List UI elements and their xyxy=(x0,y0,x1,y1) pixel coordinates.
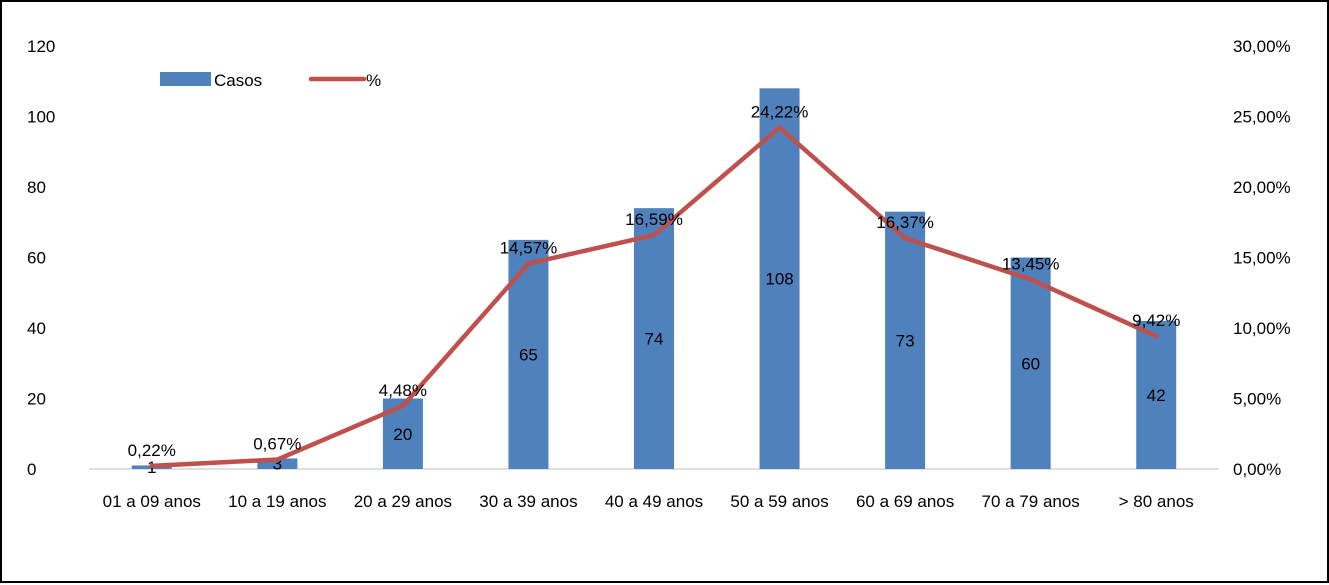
bar-value-label: 3 xyxy=(273,455,282,474)
y-left-tick-label: 60 xyxy=(27,249,46,268)
x-tick-label: 60 a 69 anos xyxy=(856,492,954,511)
y-right-tick-label: 25,00% xyxy=(1233,108,1291,127)
bar-value-label: 65 xyxy=(519,345,538,364)
legend-label-percent: % xyxy=(366,71,381,90)
line-value-label: 13,45% xyxy=(1002,254,1060,273)
y-right-tick-label: 10,00% xyxy=(1233,319,1291,338)
line-value-label: 0,22% xyxy=(128,441,176,460)
bar-value-label: 60 xyxy=(1021,354,1040,373)
bar xyxy=(1010,257,1051,469)
bar xyxy=(885,211,926,470)
y-left-tick-label: 120 xyxy=(27,37,55,56)
bar-value-label: 108 xyxy=(765,270,793,289)
legend-swatch-casos xyxy=(160,72,211,86)
line-point xyxy=(400,403,406,409)
line-point xyxy=(526,261,531,266)
y-right-tick-label: 30,00% xyxy=(1233,37,1291,56)
bar-value-label: 20 xyxy=(393,425,412,444)
line-value-label: 16,37% xyxy=(876,213,934,232)
line-point xyxy=(902,235,908,241)
line-point xyxy=(1028,277,1033,282)
bar-value-label: 74 xyxy=(645,330,664,349)
line-value-label: 14,57% xyxy=(500,239,558,258)
bar-value-label: 42 xyxy=(1147,386,1166,405)
y-right-tick-label: 15,00% xyxy=(1233,249,1291,268)
x-tick-label: > 80 anos xyxy=(1119,492,1194,511)
bar-value-label: 73 xyxy=(896,331,915,350)
y-left-tick-label: 80 xyxy=(27,178,46,197)
line-value-label: 0,67% xyxy=(253,435,301,454)
y-right-tick-label: 20,00% xyxy=(1233,178,1291,197)
x-tick-label: 50 a 59 anos xyxy=(730,492,828,511)
y-left-tick-label: 100 xyxy=(27,108,55,127)
y-left-tick-label: 40 xyxy=(27,319,46,338)
line-value-label: 16,59% xyxy=(625,210,683,229)
bar xyxy=(1136,320,1177,469)
y-right-tick-label: 5,00% xyxy=(1233,390,1281,409)
line-point xyxy=(275,457,280,462)
x-tick-label: 10 a 19 anos xyxy=(228,492,326,511)
x-tick-label: 30 a 39 anos xyxy=(479,492,577,511)
x-tick-label: 01 a 09 anos xyxy=(103,492,201,511)
bar xyxy=(759,88,800,470)
bar xyxy=(257,458,298,469)
line-point xyxy=(777,125,782,130)
line-point xyxy=(651,232,657,238)
line-point xyxy=(149,463,154,469)
y-left-tick-label: 20 xyxy=(27,390,46,409)
y-left-tick-label: 0 xyxy=(27,460,36,479)
y-right-tick-label: 0,00% xyxy=(1233,460,1281,479)
legend-label-casos: Casos xyxy=(214,71,262,90)
line-value-label: 24,22% xyxy=(751,102,809,121)
bar xyxy=(634,208,674,469)
x-tick-label: 70 a 79 anos xyxy=(982,492,1080,511)
x-tick-label: 40 a 49 anos xyxy=(605,492,703,511)
x-tick-label: 20 a 29 anos xyxy=(354,492,452,511)
line-point xyxy=(1154,333,1159,339)
line-value-label: 4,48% xyxy=(379,381,427,400)
line-value-label: 9,42% xyxy=(1132,311,1180,330)
